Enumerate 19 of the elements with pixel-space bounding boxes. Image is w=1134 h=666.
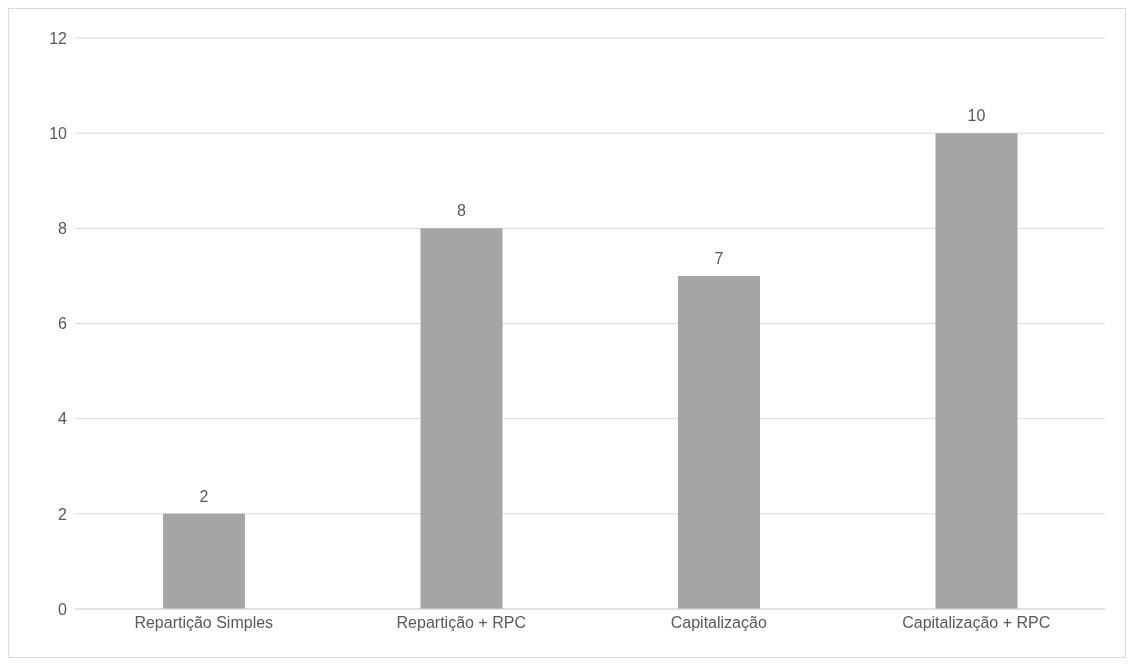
x-tick-label: Capitalização [670,614,767,632]
bar [678,275,760,609]
y-tick-label: 8 [58,220,68,238]
x-tick-label: Capitalização + RPC [902,614,1051,632]
y-tick-label: 4 [58,410,68,428]
y-tick-label: 12 [49,29,68,47]
data-label: 10 [967,107,986,125]
y-tick-label: 10 [49,124,68,142]
y-tick-label: 6 [58,315,68,333]
y-tick-label: 0 [58,600,68,618]
bar [935,133,1018,609]
x-tick-label: Repartição Simples [134,614,274,632]
bar [163,513,245,609]
y-tick-label: 2 [58,505,68,523]
data-label: 2 [199,487,209,505]
data-label: 7 [714,249,724,267]
bar [420,228,503,609]
x-tick-label: Repartição + RPC [396,614,526,632]
data-label: 8 [457,202,467,220]
